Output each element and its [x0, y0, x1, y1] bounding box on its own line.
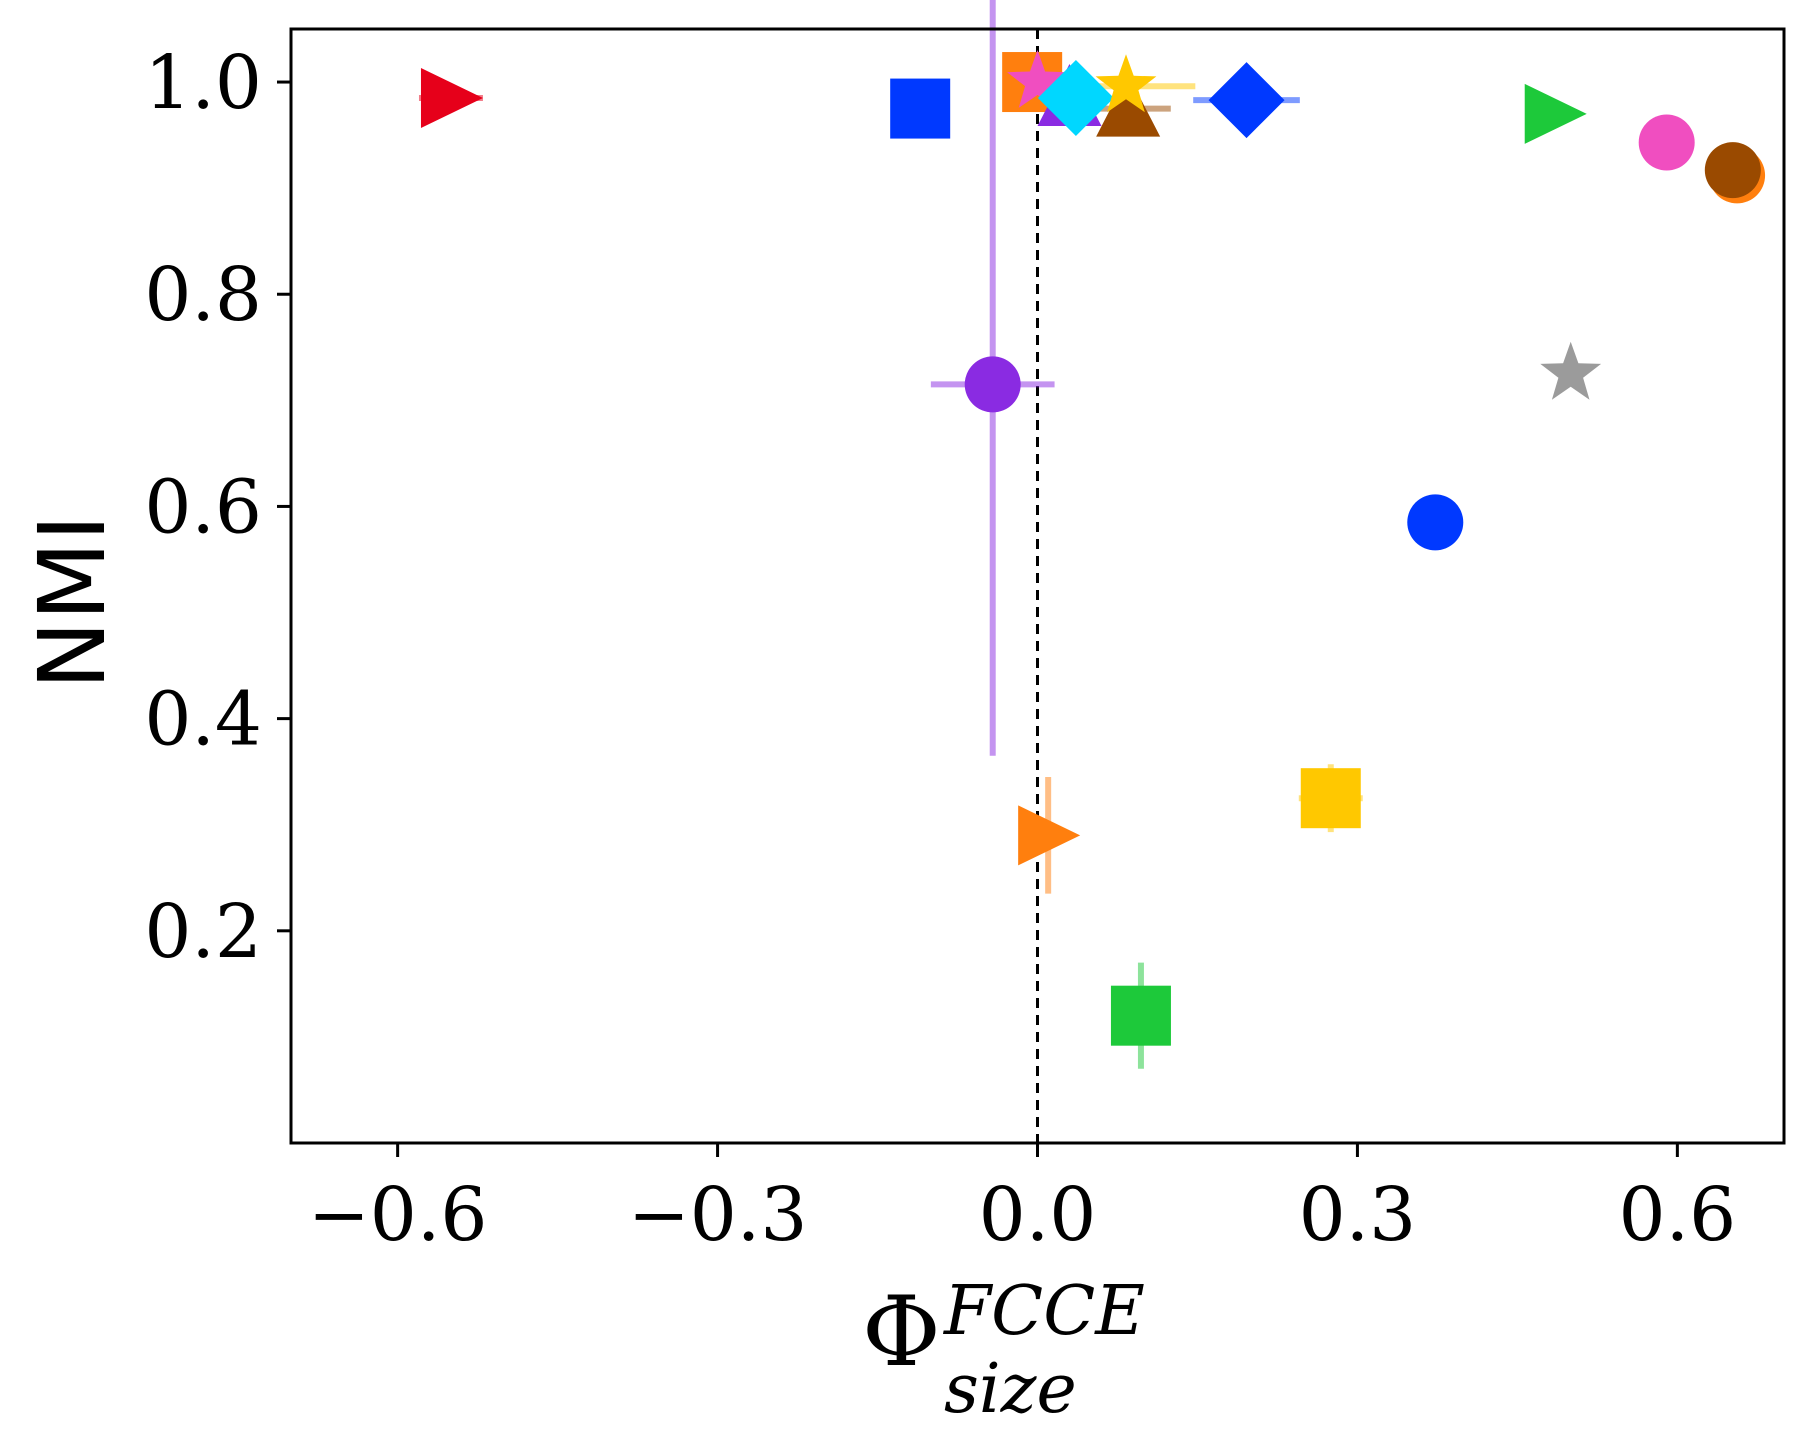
data-point [890, 78, 951, 139]
data-point [1300, 768, 1361, 829]
y-tick-label: 0.6 [144, 464, 262, 550]
ticks-layer: −0.6 −0.3 0.0 0.3 0.6 0.2 0.4 0.6 0.8 1.0 [144, 40, 1736, 1258]
data-point [420, 67, 483, 128]
y-tick-label: 1.0 [144, 40, 262, 126]
x-axis-label-main: Φ [862, 1276, 941, 1388]
x-axis-label-superscript: FCCE [942, 1272, 1145, 1351]
data-point [1095, 54, 1157, 113]
data-point [1704, 142, 1761, 199]
x-axis-label: Φ FCCE size [862, 1272, 1145, 1429]
data-point [1037, 59, 1114, 136]
data-point [1007, 50, 1068, 108]
errorbars-layer [418, 0, 1363, 1069]
y-tick-label: 0.2 [144, 889, 262, 975]
data-point [1018, 805, 1081, 866]
data-point [1524, 83, 1587, 144]
x-tick-label: 0.3 [1299, 1172, 1417, 1258]
y-tick-label: 0.8 [144, 252, 262, 338]
x-tick-label: 0.0 [979, 1172, 1097, 1258]
x-tick-label: 0.6 [1619, 1172, 1737, 1258]
y-axis-label: NMI [19, 514, 126, 689]
points-layer [420, 50, 1766, 1046]
x-axis-label-subscript: size [944, 1350, 1077, 1429]
y-tick-label: 0.4 [144, 677, 262, 763]
data-point [1096, 74, 1161, 137]
x-tick-label: −0.6 [308, 1172, 488, 1258]
data-point [1407, 494, 1464, 551]
data-point [1208, 62, 1285, 139]
data-point [1638, 114, 1695, 171]
plot-frame [289, 27, 1786, 1145]
data-point [964, 356, 1021, 413]
data-point [1540, 341, 1602, 400]
data-point [1110, 985, 1171, 1046]
x-tick-label: −0.3 [628, 1172, 808, 1258]
